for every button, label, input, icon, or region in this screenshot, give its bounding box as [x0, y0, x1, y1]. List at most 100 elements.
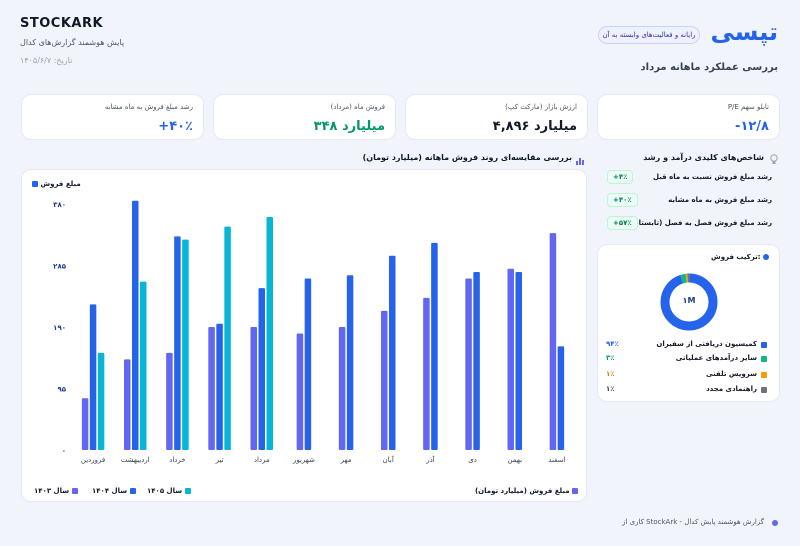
y-tick-label: ۰	[62, 447, 66, 455]
y-tick-label: ۳۸۰	[53, 201, 66, 209]
bar[interactable]	[124, 359, 131, 450]
metric-value: +۴۰٪	[607, 193, 638, 207]
kpi-value: -۱۲/۸	[735, 119, 769, 134]
x-tick-label: دی	[468, 456, 477, 464]
legend-dot	[761, 372, 767, 378]
metric-value: +۴٪	[607, 170, 634, 184]
x-tick-label: اسفند	[548, 456, 565, 464]
bar[interactable]	[81, 398, 89, 450]
legend-dot	[761, 387, 767, 393]
metrics-title: شاخص‌های کلیدی درآمد و رشد	[643, 153, 764, 162]
bar[interactable]	[465, 278, 472, 450]
kpi-label: ارزش بازار (مارکت کپ)	[505, 103, 577, 111]
bar[interactable]	[389, 255, 396, 450]
legend-chip	[572, 488, 578, 494]
chart-legend-top: مبلغ فروش	[32, 180, 81, 188]
legend-unit: مبلغ فروش (میلیارد تومان)	[475, 487, 578, 495]
donut-slice[interactable]	[660, 273, 718, 331]
bar[interactable]	[381, 310, 388, 450]
composition-label: کمیسیون دریافتی از سفیران	[656, 340, 757, 348]
bar[interactable]	[174, 236, 181, 450]
x-tick-label: فروردین	[81, 456, 105, 464]
kpi-label: رشد مبلغ فروش به ماه مشابه	[104, 103, 193, 111]
legend-chip	[32, 181, 38, 187]
metric-label: رشد مبلغ فروش به ماه مشابه	[668, 196, 772, 204]
bar[interactable]	[132, 200, 139, 450]
bar[interactable]	[140, 281, 147, 450]
composition-title: ترکیب فروش:	[711, 253, 769, 261]
bar[interactable]	[296, 333, 304, 450]
bar[interactable]	[250, 327, 258, 450]
page-title: بررسی عملکرد ماهانه مرداد	[640, 62, 778, 73]
bar[interactable]	[507, 268, 515, 450]
composition-label: راهنمادی مجدد	[706, 385, 757, 393]
kpi-card-month-sales: فروش ماه (مرداد) ۳۴۸ میلیارد	[213, 94, 396, 140]
footer-dot	[772, 520, 778, 526]
y-tick-label: ۲۸۵	[53, 263, 67, 271]
x-tick-label: تیر	[215, 456, 224, 464]
legend-series-1405[interactable]: سال ۱۴۰۵	[147, 487, 191, 495]
composition-value: ۱٪	[606, 370, 615, 378]
legend-series-1404[interactable]: سال ۱۴۰۴	[92, 487, 136, 495]
kpi-card-pe: P/E تابلو سهم -۱۲/۸	[597, 94, 780, 140]
legend-dot	[761, 342, 767, 348]
legend-series-1403[interactable]: سال ۱۴۰۳	[34, 487, 78, 495]
composition-value: ۹۴٪	[606, 340, 619, 348]
bar[interactable]	[338, 327, 346, 450]
bar[interactable]	[304, 278, 312, 450]
chart-legend-bottom: سال ۱۴۰۵ سال ۱۴۰۴ سال ۱۴۰۳ مبلغ فروش (می…	[32, 486, 578, 498]
kpi-value: ۴,۸۹۶ میلیارد	[492, 119, 577, 134]
y-tick-label: ۹۵	[57, 386, 66, 394]
metric-label: رشد مبلغ فروش فصل به فصل (تابستان)	[629, 219, 772, 227]
kpi-card-yoy-growth: رشد مبلغ فروش به ماه مشابه +۴۰٪	[21, 94, 204, 140]
composition-donut-chart	[660, 273, 718, 331]
bar[interactable]	[216, 323, 223, 450]
metric-row: رشد مبلغ فروش به ماه مشابه +۴۰٪	[607, 193, 776, 209]
bar[interactable]	[346, 275, 354, 450]
metric-value: +۵۷٪	[607, 216, 638, 230]
bar[interactable]	[473, 271, 480, 450]
y-tick-label: ۱۹۰	[53, 324, 66, 332]
legend-chip	[129, 488, 136, 494]
brand-name: STOCKARK	[20, 16, 104, 31]
sales-chart-card: مبلغ فروش ۰ ۹۵ ۱۹۰ ۲۸۵ ۳۸۰ فروردین اردیبهشت خرد…	[21, 169, 587, 502]
x-tick-label: شهریور	[292, 456, 315, 464]
donut-slice[interactable]	[660, 273, 718, 331]
bar[interactable]	[208, 327, 215, 450]
bar[interactable]	[166, 352, 173, 450]
lightbulb-icon	[769, 150, 779, 164]
brand-subtitle: پایش هوشمند گزارش‌های کدال	[20, 38, 125, 47]
bar[interactable]	[423, 297, 430, 450]
bar[interactable]	[182, 239, 189, 450]
x-tick-label: اردیبهشت	[121, 456, 150, 464]
sales-chart-title: بررسی مقایسه‌ای روند فروش ماهانه (میلیار…	[362, 153, 572, 162]
bar[interactable]	[97, 352, 105, 450]
donut-center-label: ۱M	[682, 296, 696, 305]
bar[interactable]	[224, 226, 231, 450]
bar[interactable]	[258, 288, 266, 450]
bar[interactable]	[431, 242, 438, 450]
metric-row: رشد مبلغ فروش نسبت به ماه قبل +۴٪	[607, 170, 776, 186]
bar[interactable]	[549, 233, 557, 450]
bar[interactable]	[89, 304, 97, 450]
kpi-label: فروش ماه (مرداد)	[330, 103, 385, 111]
industry-badge[interactable]: رایانه و فعالیت‌های وابسته به آن	[598, 26, 700, 44]
kpi-card-market-cap: ارزش بازار (مارکت کپ) ۴,۸۹۶ میلیارد	[405, 94, 588, 140]
x-tick-label: آبان	[383, 455, 395, 464]
bar[interactable]	[557, 346, 565, 450]
bar[interactable]	[266, 216, 274, 450]
kpi-value: ۳۴۸ میلیارد	[313, 119, 385, 134]
kpi-label: P/E تابلو سهم	[727, 103, 769, 111]
bar[interactable]	[515, 271, 523, 450]
composition-item: راهنمادی مجدد ۱٪	[606, 384, 771, 396]
composition-item: سایر درآمدهای عملیاتی ۳٪	[606, 353, 771, 365]
sales-bar-chart: ۰ ۹۵ ۱۹۰ ۲۸۵ ۳۸۰ فروردین اردیبهشت خرداد تیر مرداد…	[53, 200, 566, 464]
x-tick-label: مهر	[340, 456, 352, 464]
legend-chip	[763, 254, 769, 260]
company-logo: تپسی	[710, 18, 778, 46]
kpi-value: +۴۰٪	[158, 119, 193, 134]
legend-dot	[761, 356, 767, 362]
report-date: تاریخ: ۱۴۰۵/۶/۷	[20, 56, 73, 65]
sales-composition-card: ترکیب فروش: ۱M کمیسیون دریافتی از سفیران…	[597, 244, 780, 402]
metric-row: رشد مبلغ فروش فصل به فصل (تابستان) +۵۷٪	[607, 216, 776, 232]
